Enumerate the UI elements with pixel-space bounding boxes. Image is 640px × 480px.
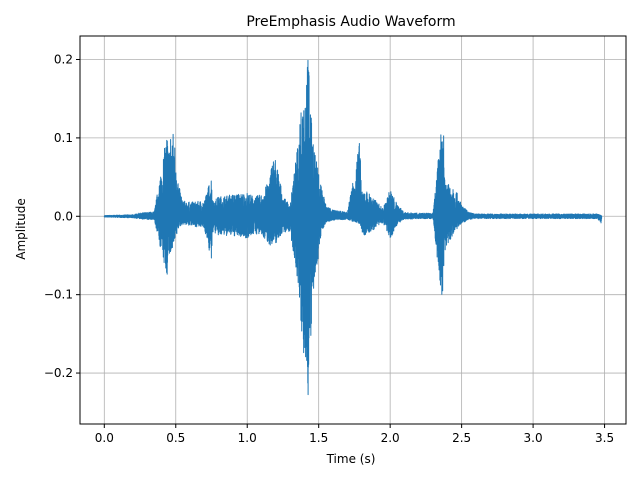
waveform-line (103, 59, 603, 396)
chart-title: PreEmphasis Audio Waveform (246, 14, 455, 30)
y-axis-label: Amplitude (14, 198, 28, 260)
x-axis-label: Time (s) (326, 452, 376, 466)
x-tick-label: 2.0 (381, 431, 400, 445)
x-tick-label: 0.0 (95, 431, 114, 445)
x-axis-ticks: 0.0 0.5 1.0 1.5 2.0 2.5 3.0 3.5 (95, 424, 614, 445)
x-tick-label: 3.0 (524, 431, 543, 445)
x-tick-label: 2.5 (452, 431, 471, 445)
x-tick-label: 0.5 (166, 431, 185, 445)
y-tick-label: −0.1 (44, 288, 73, 302)
y-tick-label: 0.1 (54, 131, 73, 145)
y-tick-label: 0.0 (54, 209, 73, 223)
x-tick-label: 3.5 (595, 431, 614, 445)
x-tick-label: 1.0 (238, 431, 257, 445)
plot-area (103, 59, 603, 396)
y-axis-ticks: −0.2 −0.1 0.0 0.1 0.2 (44, 53, 80, 380)
axes-frame (79, 35, 627, 425)
y-tick-label: −0.2 (44, 366, 73, 380)
y-tick-label: 0.2 (54, 53, 73, 67)
x-tick-label: 1.5 (309, 431, 328, 445)
